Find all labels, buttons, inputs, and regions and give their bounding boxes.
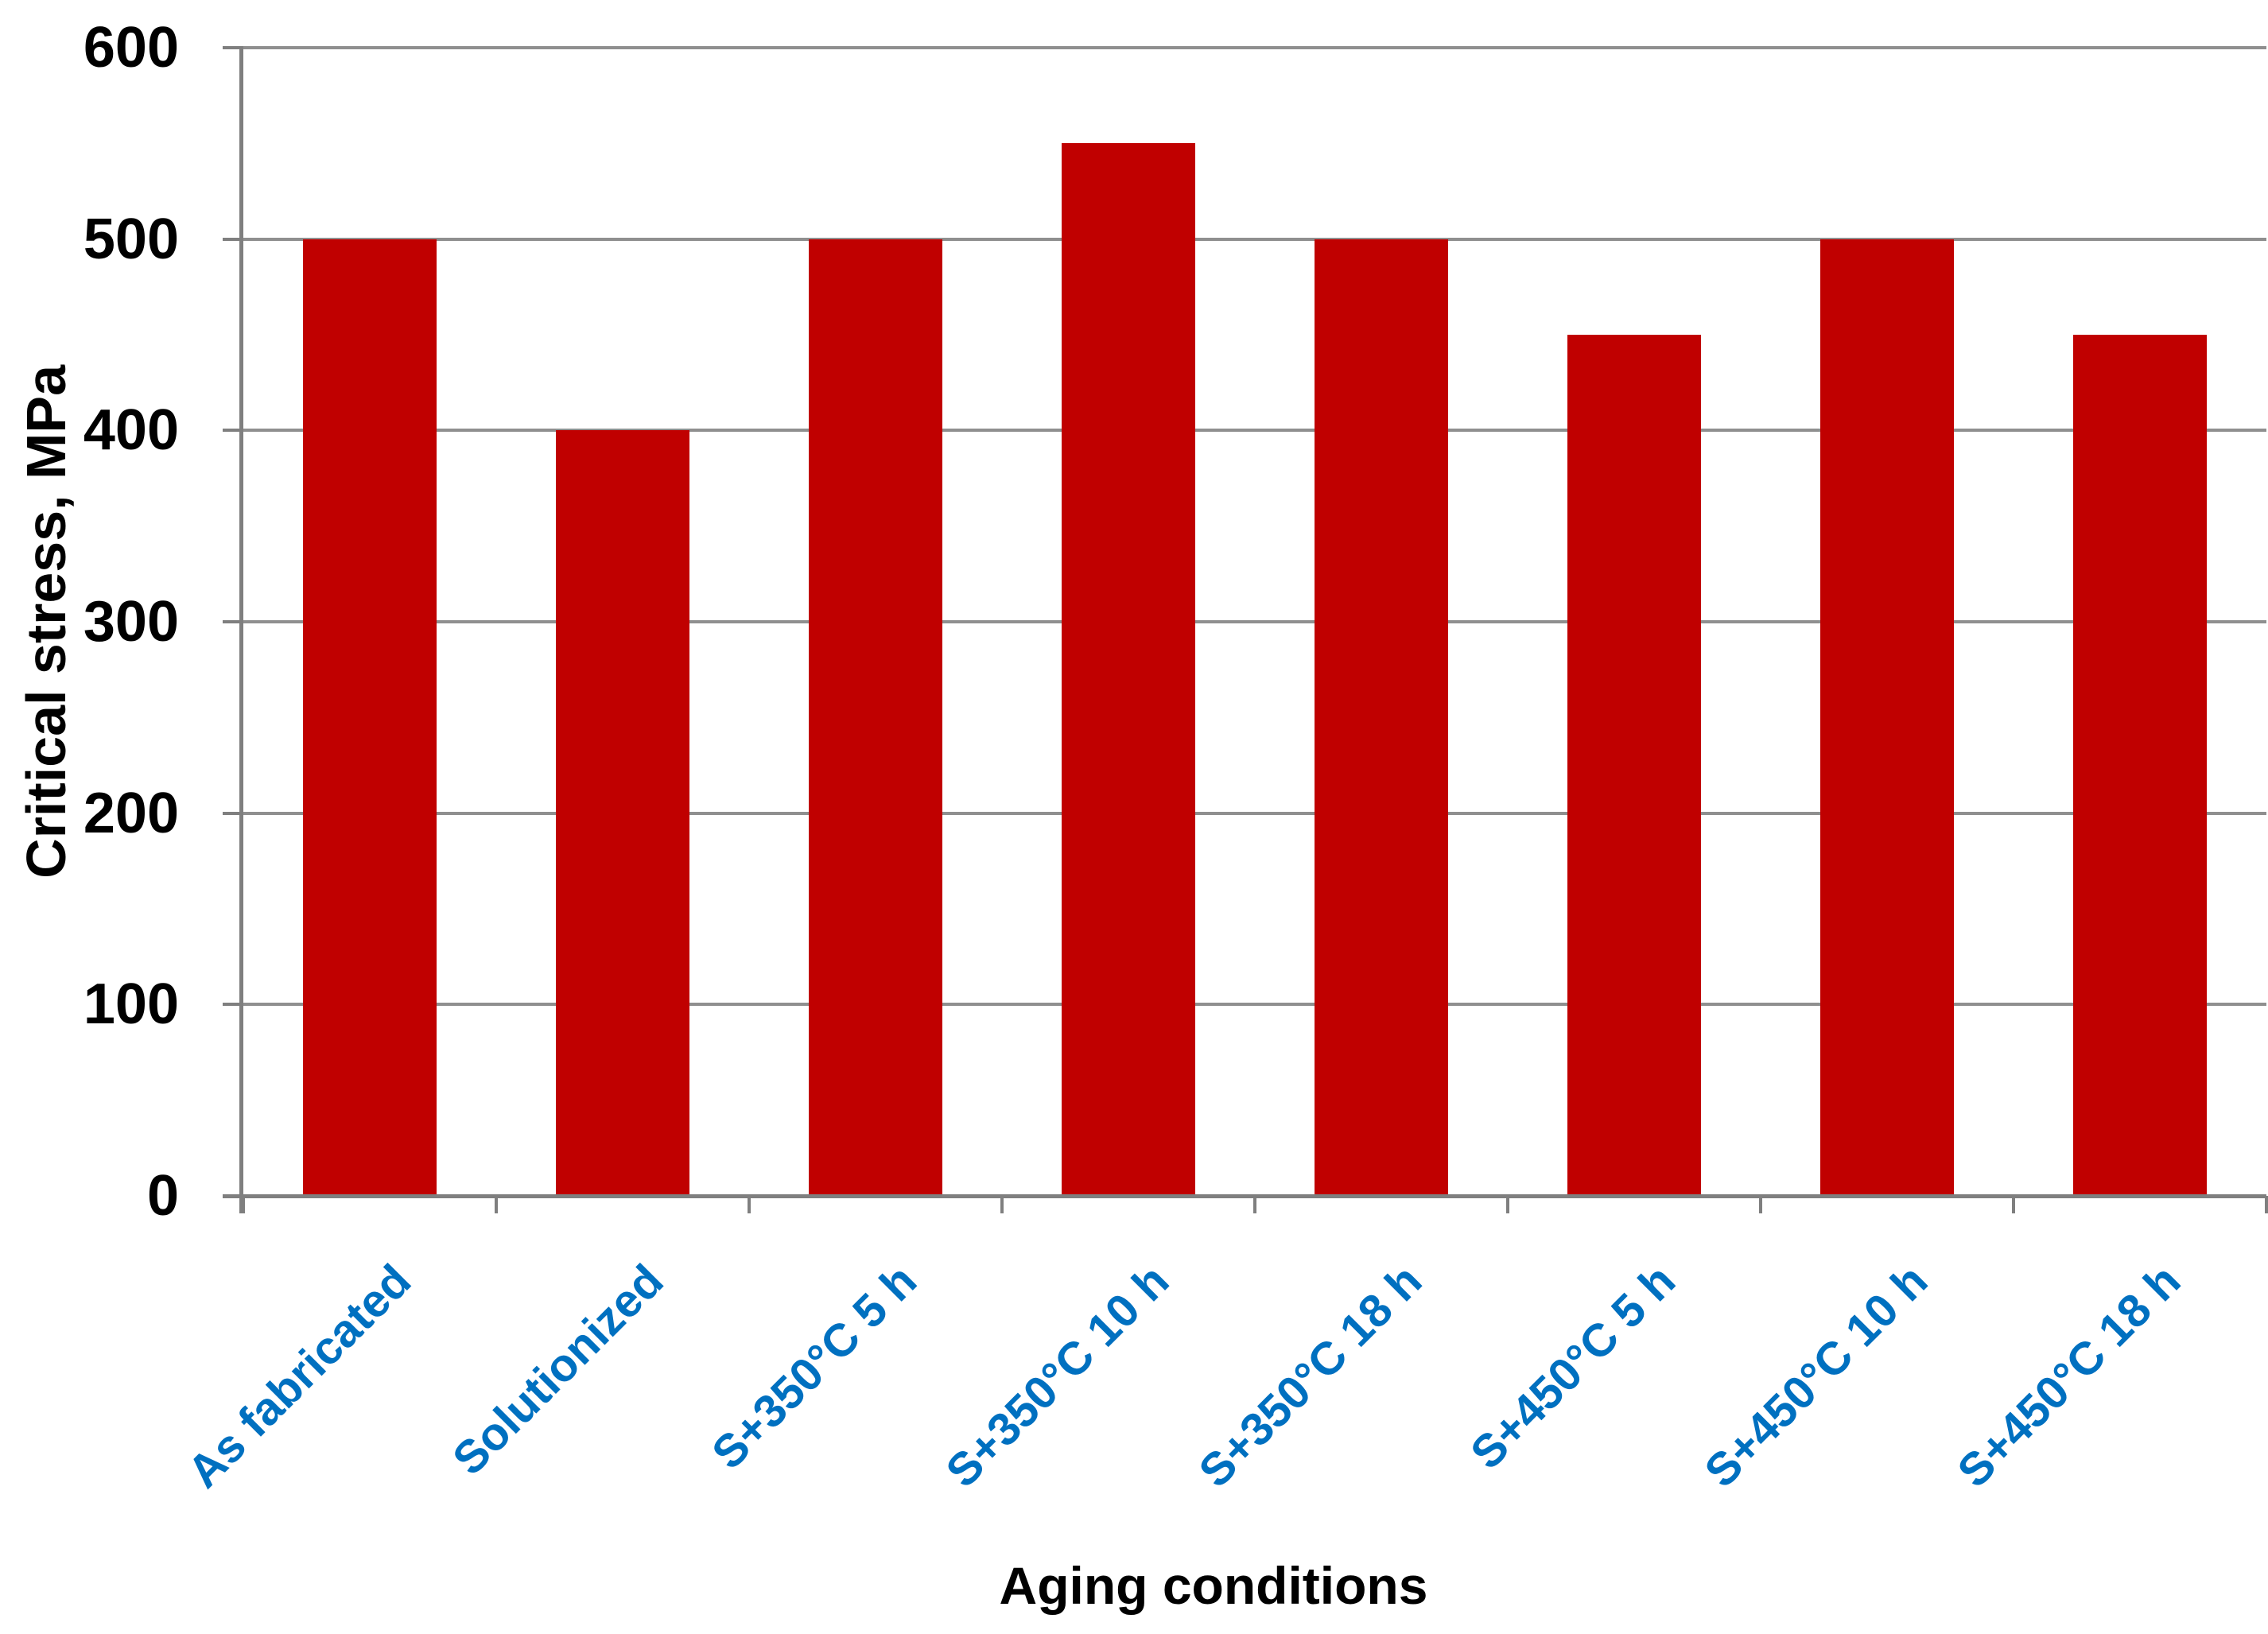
y-tick-label: 100 (83, 972, 179, 1036)
x-axis-title: Aging conditions (999, 1556, 1428, 1615)
gridline (243, 620, 2266, 623)
y-axis-line (239, 48, 243, 1213)
gridline (243, 238, 2266, 241)
y-tick-label: 200 (83, 782, 179, 845)
y-axis-tick (223, 238, 243, 241)
bar (2073, 335, 2207, 1196)
x-axis-tick (2265, 1196, 2268, 1213)
bar (1567, 335, 1701, 1196)
category-label: Solutionized (443, 1254, 674, 1485)
bar (556, 430, 689, 1196)
bar (303, 239, 437, 1196)
x-axis-tick (1506, 1196, 1509, 1213)
category-label: S+450°C 18 h (1948, 1254, 2191, 1498)
x-axis-tick (1759, 1196, 1762, 1213)
category-label: S+350°C 10 h (936, 1254, 1179, 1498)
y-tick-label: 0 (146, 1164, 179, 1228)
category-label: As fabricated (177, 1254, 421, 1498)
y-axis-tick (223, 429, 243, 432)
y-tick-label: 600 (83, 16, 179, 80)
y-axis-tick (223, 46, 243, 49)
y-axis-tick (223, 1003, 243, 1006)
category-label: S+350°C 5 h (701, 1254, 926, 1480)
bar (1062, 143, 1195, 1196)
category-label: S+450°C 5 h (1460, 1254, 1685, 1480)
y-tick-label: 300 (83, 590, 179, 654)
x-axis-tick (242, 1196, 245, 1213)
gridline (243, 429, 2266, 432)
bar (1315, 239, 1448, 1196)
x-axis-tick (1000, 1196, 1004, 1213)
category-label: S+450°C 10 h (1695, 1254, 1938, 1498)
gridline (243, 812, 2266, 815)
bar (1820, 239, 1954, 1196)
x-axis-tick (2012, 1196, 2015, 1213)
bar (809, 239, 942, 1196)
y-tick-label: 500 (83, 208, 179, 271)
y-axis-tick (223, 812, 243, 815)
x-axis-tick (1253, 1196, 1256, 1213)
x-axis-line (223, 1194, 2266, 1198)
y-tick-label: 400 (83, 398, 179, 462)
category-label: S+350°C 18 h (1189, 1254, 1432, 1498)
gridline (243, 1003, 2266, 1006)
y-axis-tick (223, 620, 243, 623)
x-axis-tick (495, 1196, 498, 1213)
x-axis-tick (748, 1196, 751, 1213)
gridline (243, 46, 2266, 49)
